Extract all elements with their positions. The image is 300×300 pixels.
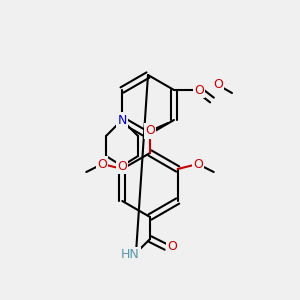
Text: HN: HN (121, 248, 140, 262)
Text: N: N (117, 113, 127, 127)
Text: O: O (193, 158, 203, 170)
Text: O: O (97, 158, 107, 170)
Text: O: O (213, 79, 223, 92)
Text: O: O (145, 124, 155, 137)
Text: O: O (117, 160, 127, 172)
Text: O: O (194, 83, 204, 97)
Text: O: O (167, 241, 177, 254)
